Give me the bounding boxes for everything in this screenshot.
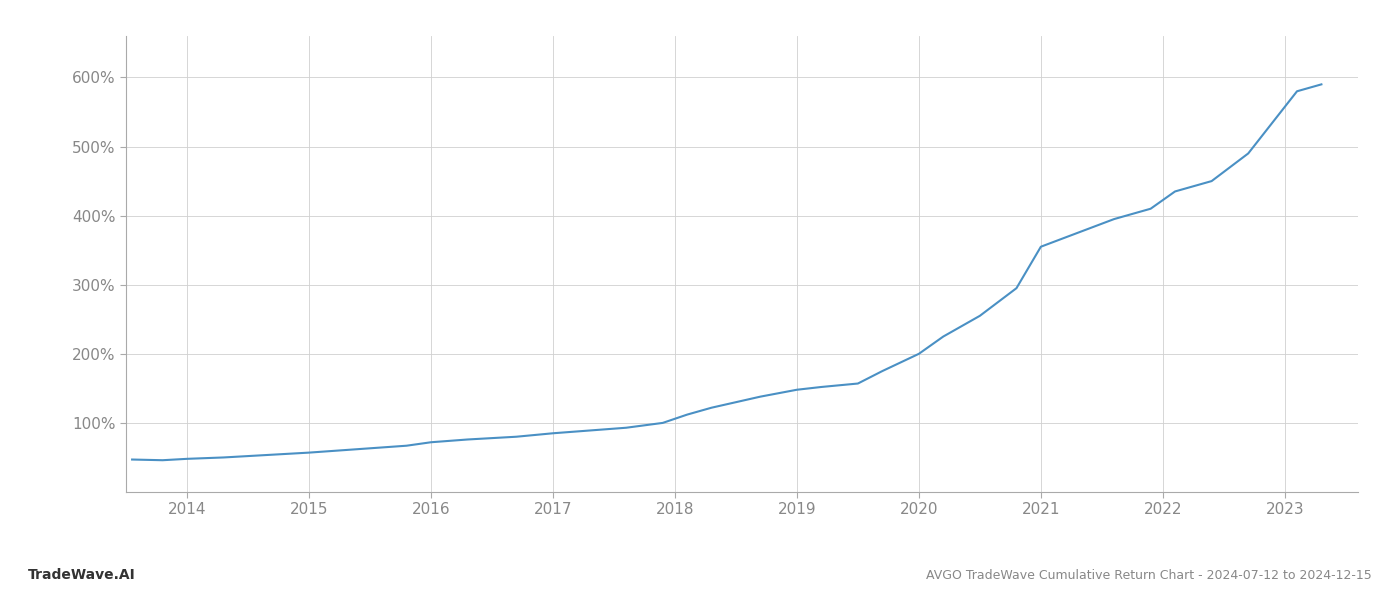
Text: TradeWave.AI: TradeWave.AI [28, 568, 136, 582]
Text: AVGO TradeWave Cumulative Return Chart - 2024-07-12 to 2024-12-15: AVGO TradeWave Cumulative Return Chart -… [927, 569, 1372, 582]
